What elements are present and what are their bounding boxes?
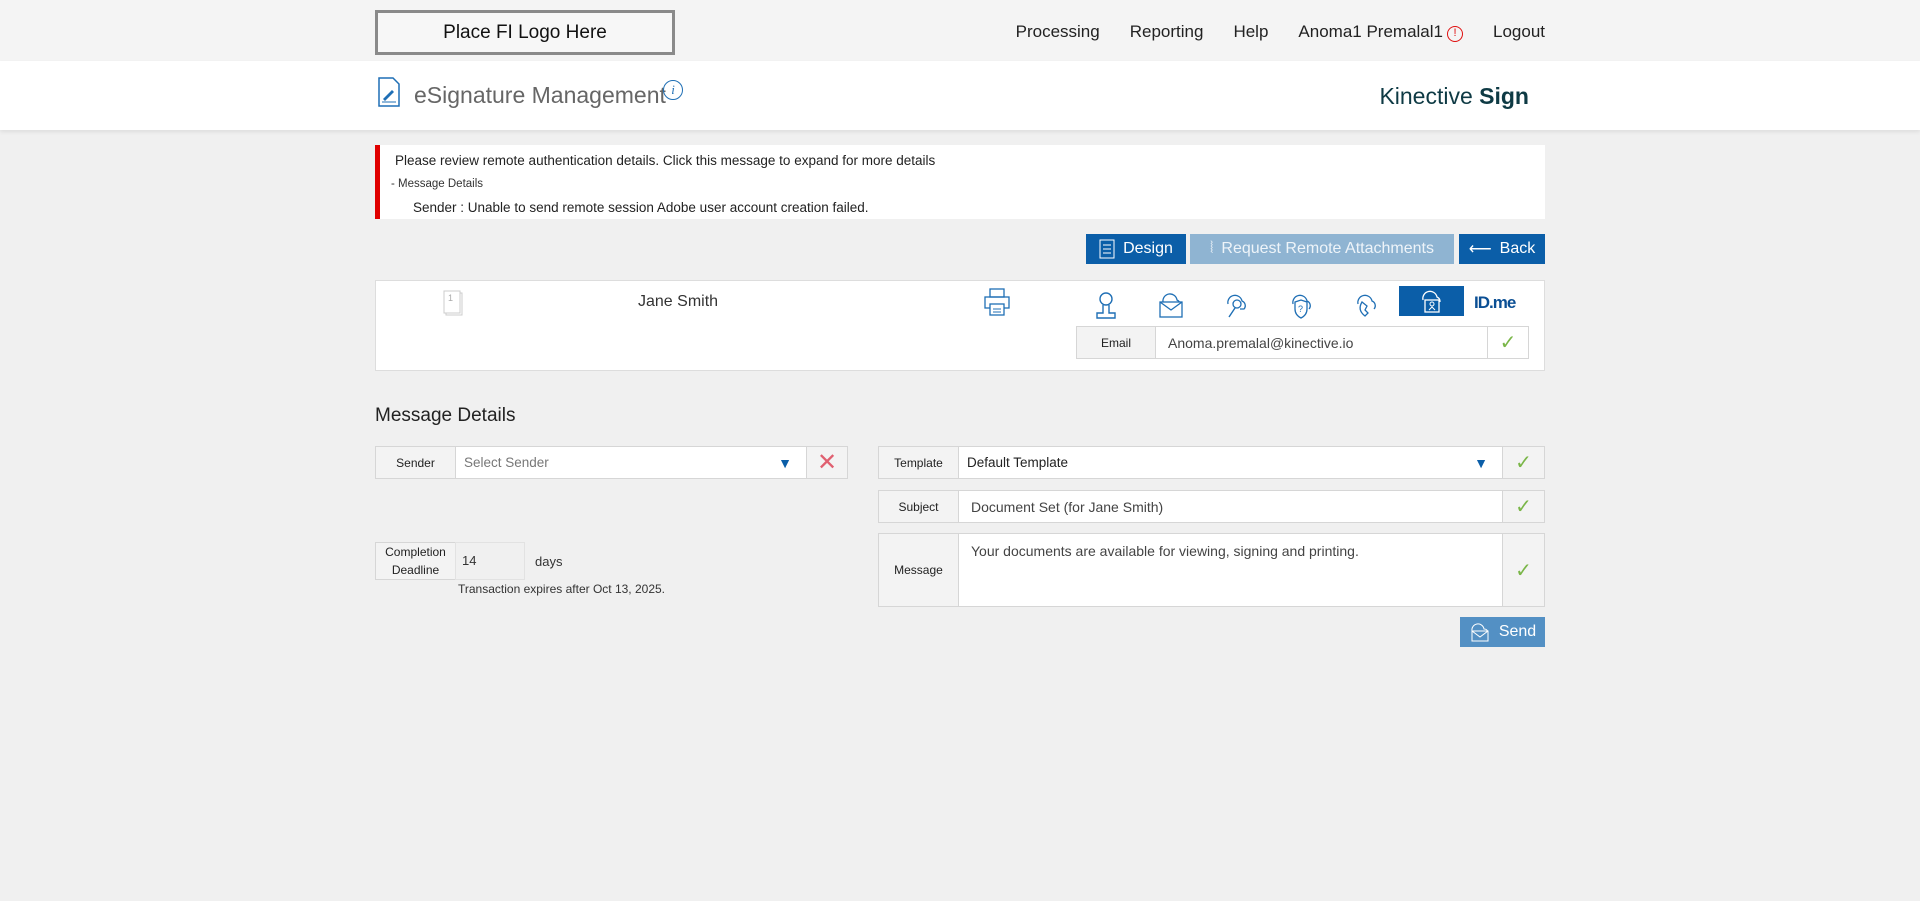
back-label: Back — [1499, 240, 1536, 257]
signer-name: Jane Smith — [638, 293, 719, 310]
idme-icon[interactable]: ID.me — [1474, 293, 1516, 313]
fi-logo-placeholder: Place FI Logo Here — [375, 10, 675, 55]
message-check-icon: ✓ — [1502, 533, 1545, 607]
send-label: Send — [1498, 623, 1537, 640]
document-count-icon — [443, 290, 463, 316]
design-label: Design — [1123, 240, 1173, 257]
nav-user[interactable]: Anoma1 Premalal1! — [1298, 22, 1463, 42]
alert-icon[interactable]: ! — [1447, 26, 1463, 42]
esignature-document-icon — [378, 77, 400, 107]
user-name: Anoma1 Premalal1 — [1298, 22, 1443, 41]
alert-banner[interactable]: Please review remote authentication deta… — [375, 145, 1545, 219]
design-button[interactable]: Design — [1086, 234, 1186, 264]
brand-logo: Kinective Sign — [1379, 83, 1529, 110]
auth-phone-icon[interactable] — [1346, 287, 1386, 323]
request-label: Request Remote Attachments — [1221, 240, 1434, 257]
request-remote-attachments-button[interactable]: ⦚ Request Remote Attachments — [1190, 234, 1454, 264]
auth-kba-icon[interactable]: ? — [1281, 287, 1321, 323]
nav-logout[interactable]: Logout — [1493, 22, 1545, 41]
deadline-input[interactable]: 14 — [455, 542, 525, 580]
auth-user-icon[interactable] — [1086, 287, 1126, 323]
sender-select[interactable]: Select Sender ▼ — [455, 446, 807, 479]
brand-bold: Sign — [1479, 83, 1529, 109]
subject-input[interactable]: Document Set (for Jane Smith) — [958, 490, 1503, 523]
template-check-icon: ✓ — [1502, 446, 1545, 479]
alert-message[interactable]: Please review remote authentication deta… — [395, 153, 936, 168]
auth-key-icon[interactable] — [1216, 287, 1256, 323]
email-check-icon: ✓ — [1487, 326, 1529, 359]
nav-reporting[interactable]: Reporting — [1129, 22, 1204, 41]
idme-label: ID.me — [1474, 293, 1516, 312]
top-bar — [0, 0, 1920, 61]
nav-help[interactable]: Help — [1233, 22, 1269, 41]
template-value: Default Template — [967, 455, 1069, 470]
message-details-toggle[interactable]: - Message Details — [391, 178, 484, 190]
email-label: Email — [1076, 326, 1156, 359]
arrow-left-icon: ⟵ — [1468, 241, 1492, 258]
sender-placeholder: Select Sender — [464, 455, 549, 470]
alert-detail: Sender : Unable to send remote session A… — [413, 200, 869, 215]
deadline-unit: days — [535, 554, 563, 569]
message-label: Message — [878, 533, 959, 607]
nav-processing[interactable]: Processing — [1015, 22, 1100, 41]
send-button[interactable]: Send — [1460, 617, 1545, 647]
page-title: eSignature Management — [414, 82, 666, 108]
back-button[interactable]: ⟵ Back — [1459, 234, 1545, 264]
paperclip-icon: ⦚ — [1210, 240, 1214, 257]
template-select[interactable]: Default Template ▼ — [958, 446, 1503, 479]
page-header — [0, 61, 1920, 130]
expiry-note: Transaction expires after Oct 13, 2025. — [458, 582, 665, 596]
document-count: 1 — [448, 293, 454, 303]
design-icon — [1099, 239, 1115, 259]
subject-label: Subject — [878, 490, 959, 523]
email-field[interactable]: Anoma.premalal@kinective.io — [1155, 326, 1488, 359]
deadline-label: Completion Deadline — [375, 542, 456, 580]
send-email-icon — [1471, 623, 1489, 642]
brand-light: Kinective — [1379, 83, 1480, 109]
auth-email-icon[interactable] — [1151, 287, 1191, 323]
section-title: Message Details — [375, 405, 516, 426]
sender-error-x-icon: ✕ — [806, 446, 848, 479]
svg-text:?: ? — [1298, 304, 1303, 314]
chevron-down-icon: ▼ — [778, 454, 792, 471]
auth-id-scan-icon[interactable] — [1399, 286, 1464, 316]
sender-label: Sender — [375, 446, 456, 479]
subject-check-icon: ✓ — [1502, 490, 1545, 523]
top-nav: Processing Reporting Help Anoma1 Premala… — [1016, 22, 1545, 42]
chevron-down-icon: ▼ — [1474, 454, 1488, 471]
template-label: Template — [878, 446, 959, 479]
print-icon[interactable] — [983, 287, 1011, 317]
message-textarea[interactable]: Your documents are available for viewing… — [958, 533, 1503, 607]
info-icon[interactable]: i — [663, 80, 683, 100]
